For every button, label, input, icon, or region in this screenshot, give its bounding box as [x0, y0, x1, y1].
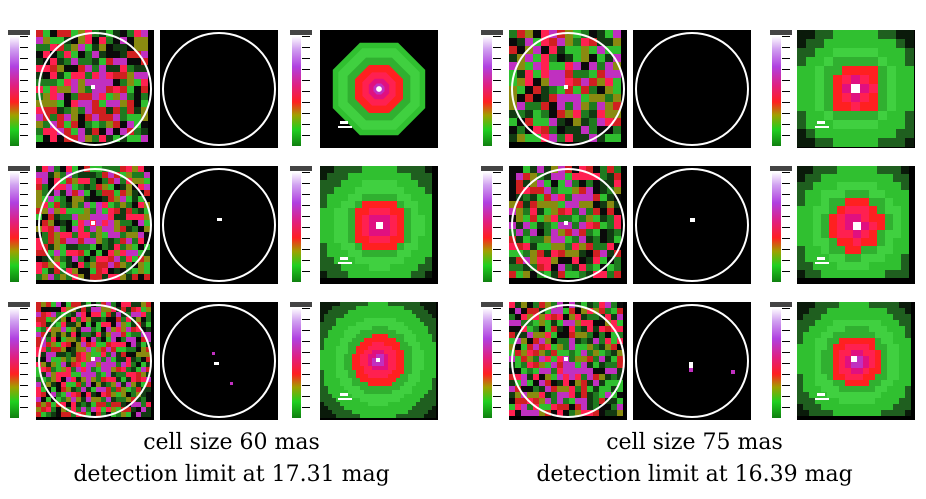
detection-map-right-row1 [633, 30, 751, 148]
colorbar-right-row2-b [770, 166, 792, 284]
detection-map-right-row2 [633, 166, 751, 284]
detection-map-right-row3 [633, 302, 751, 420]
noise-map-left-row2 [36, 166, 154, 284]
detection-map-left-row3 [160, 302, 278, 420]
colorbar-right-row2 [481, 166, 503, 284]
colorbar-right-row3-b [770, 302, 792, 420]
psf-map-left-row1 [320, 30, 438, 148]
psf-map-right-row1 [797, 30, 915, 148]
caption-right-line1: cell size 75 mas [606, 430, 783, 455]
detection-map-left-row2 [160, 166, 278, 284]
noise-map-left-row3 [36, 302, 154, 420]
noise-map-right-row3 [509, 302, 627, 420]
group-right: cell size 75 mas detection limit at 16.3… [463, 0, 926, 499]
psf-map-left-row2 [320, 166, 438, 284]
caption-left-line2: detection limit at 17.31 mag [73, 462, 390, 487]
colorbar-left-row1-b [290, 30, 312, 148]
psf-map-right-row3 [797, 302, 915, 420]
colorbar-right-row3 [481, 302, 503, 420]
noise-map-left-row1 [36, 30, 154, 148]
colorbar-right-row1 [481, 30, 503, 148]
colorbar-left-row2-b [290, 166, 312, 284]
psf-map-left-row3 [320, 302, 438, 420]
colorbar-left-row3-b [290, 302, 312, 420]
noise-map-right-row1 [509, 30, 627, 148]
noise-map-right-row2 [509, 166, 627, 284]
psf-map-right-row2 [797, 166, 915, 284]
caption-right-line2: detection limit at 16.39 mag [536, 462, 853, 487]
caption-left-line1: cell size 60 mas [143, 430, 320, 455]
colorbar-left-row3 [8, 302, 30, 420]
colorbar-left-row2 [8, 166, 30, 284]
colorbar-right-row1-b [770, 30, 792, 148]
group-left: cell size 60 mas detection limit at 17.3… [8, 30, 438, 487]
colorbar-left-row1 [8, 30, 30, 148]
detection-map-left-row1 [160, 30, 278, 148]
